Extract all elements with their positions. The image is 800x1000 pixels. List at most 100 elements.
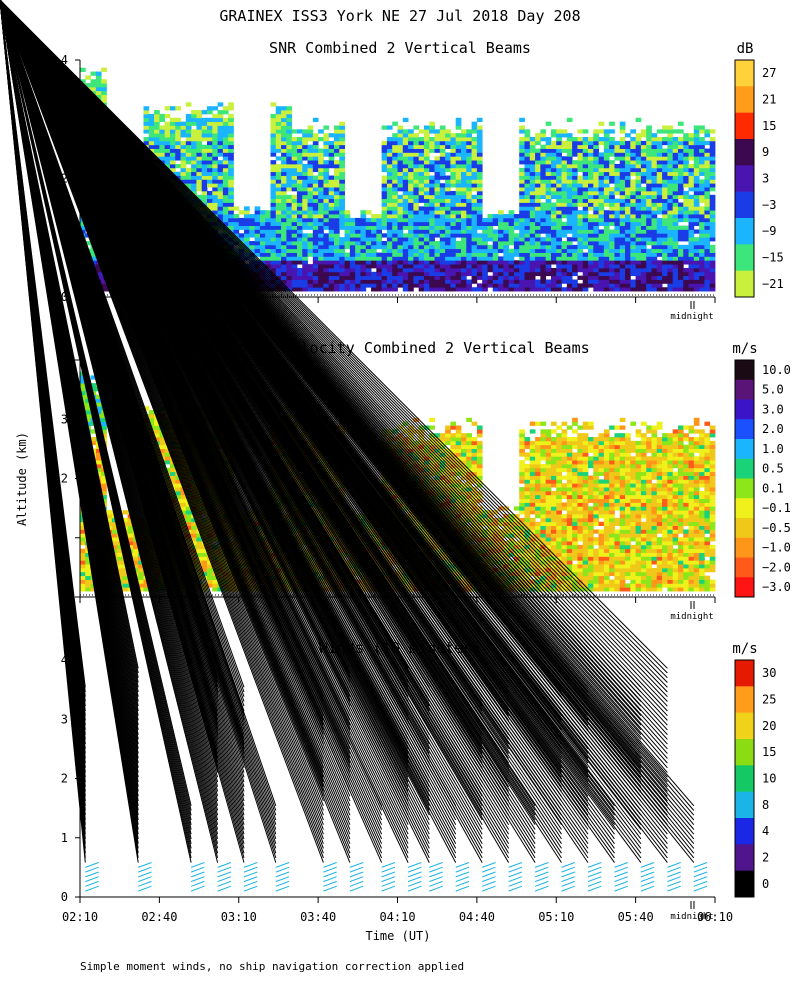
heatmap-cell [323, 275, 330, 280]
heatmap-cell [80, 548, 86, 553]
heatmap-cell [630, 279, 637, 284]
heatmap-cell [423, 260, 430, 265]
heatmap-cell [122, 510, 129, 515]
heatmap-cell [249, 248, 256, 253]
heatmap-cell [461, 279, 467, 284]
heatmap-cell [455, 137, 462, 142]
heatmap-cell [466, 183, 472, 188]
heatmap-cell [646, 264, 652, 269]
heatmap-cell [281, 113, 287, 119]
heatmap-cell [275, 244, 282, 250]
heatmap-cell [688, 221, 695, 226]
heatmap-cell [619, 187, 626, 192]
heatmap-cell [270, 256, 277, 261]
heatmap-cell [688, 140, 695, 146]
heatmap-cell [556, 198, 562, 203]
heatmap-cell [476, 163, 483, 169]
heatmap-cell [492, 283, 499, 288]
heatmap-cell [704, 183, 711, 188]
heatmap-cell [461, 229, 467, 234]
heatmap-cell [556, 267, 562, 273]
heatmap-cell [386, 256, 393, 261]
heatmap-cell [709, 179, 716, 184]
heatmap-cell [334, 167, 340, 173]
heatmap-cell [212, 106, 218, 111]
heatmap-cell [445, 210, 451, 215]
heatmap-cell [418, 248, 425, 253]
heatmap-cell [429, 248, 435, 253]
heatmap-cell [476, 237, 483, 242]
heatmap-cell [466, 202, 472, 207]
heatmap-cell [445, 183, 451, 188]
heatmap-cell [693, 210, 700, 215]
heatmap-cell [439, 225, 446, 230]
heatmap-cell [281, 160, 287, 165]
heatmap-cell [318, 271, 324, 277]
heatmap-cell [656, 202, 663, 207]
heatmap-cell [646, 275, 652, 280]
heatmap-cell [603, 198, 610, 203]
heatmap-cell [429, 279, 435, 284]
heatmap-cell [646, 252, 652, 257]
heatmap-cell [625, 194, 631, 200]
heatmap-cell [418, 217, 425, 223]
heatmap-cell [445, 140, 451, 146]
heatmap-cell [471, 171, 478, 176]
heatmap-cell [323, 160, 330, 165]
heatmap-cell [402, 214, 409, 219]
heatmap-cell [492, 241, 499, 246]
heatmap-cell [677, 252, 684, 257]
heatmap-cell [286, 267, 293, 273]
heatmap-cell [540, 252, 547, 257]
heatmap-cell [334, 144, 340, 149]
heatmap-cell [386, 171, 393, 176]
heatmap-cell [339, 244, 345, 250]
heatmap-cell [254, 237, 261, 242]
heatmap-cell [286, 140, 293, 146]
heatmap-cell [169, 137, 176, 142]
heatmap-cell [334, 260, 340, 265]
heatmap-cell [228, 206, 234, 211]
heatmap-cell [699, 244, 705, 250]
heatmap-cell [254, 264, 261, 269]
heatmap-cell [577, 287, 584, 292]
heatmap-cell [662, 256, 668, 261]
heatmap-cell [656, 287, 663, 292]
heatmap-cell [386, 225, 393, 230]
heatmap-cell [429, 144, 435, 149]
heatmap-cell [339, 129, 345, 134]
heatmap-cell [360, 260, 367, 265]
heatmap-cell [492, 244, 499, 250]
heatmap-cell [455, 156, 462, 161]
heatmap-cell [418, 264, 425, 269]
heatmap-cell [418, 179, 425, 184]
heatmap-cell [228, 198, 234, 203]
heatmap-cell [275, 183, 282, 188]
heatmap-cell [572, 221, 578, 226]
heatmap-cell [296, 225, 303, 230]
heatmap-cell [148, 117, 155, 123]
heatmap-cell [508, 214, 515, 219]
heatmap-cell [328, 183, 335, 188]
heatmap-cell [307, 152, 314, 157]
heatmap-cell [704, 156, 711, 161]
heatmap-cell [302, 175, 308, 180]
heatmap-cell [85, 398, 91, 403]
heatmap-cell [619, 198, 626, 203]
heatmap-cell [386, 163, 393, 169]
heatmap-cell [529, 210, 536, 215]
heatmap-cell [286, 113, 293, 119]
heatmap-cell [402, 156, 409, 161]
heatmap-cell [699, 187, 705, 192]
heatmap-cell [545, 260, 552, 265]
heatmap-cell [217, 163, 224, 169]
heatmap-cell [95, 79, 102, 84]
heatmap-cell [418, 237, 425, 242]
heatmap-cell [281, 194, 287, 200]
heatmap-cell [413, 183, 420, 188]
heatmap-cell [476, 160, 483, 165]
heatmap-cell [80, 386, 86, 392]
heatmap-cell [455, 121, 462, 126]
heatmap-cell [593, 225, 599, 230]
heatmap-cell [619, 229, 626, 234]
